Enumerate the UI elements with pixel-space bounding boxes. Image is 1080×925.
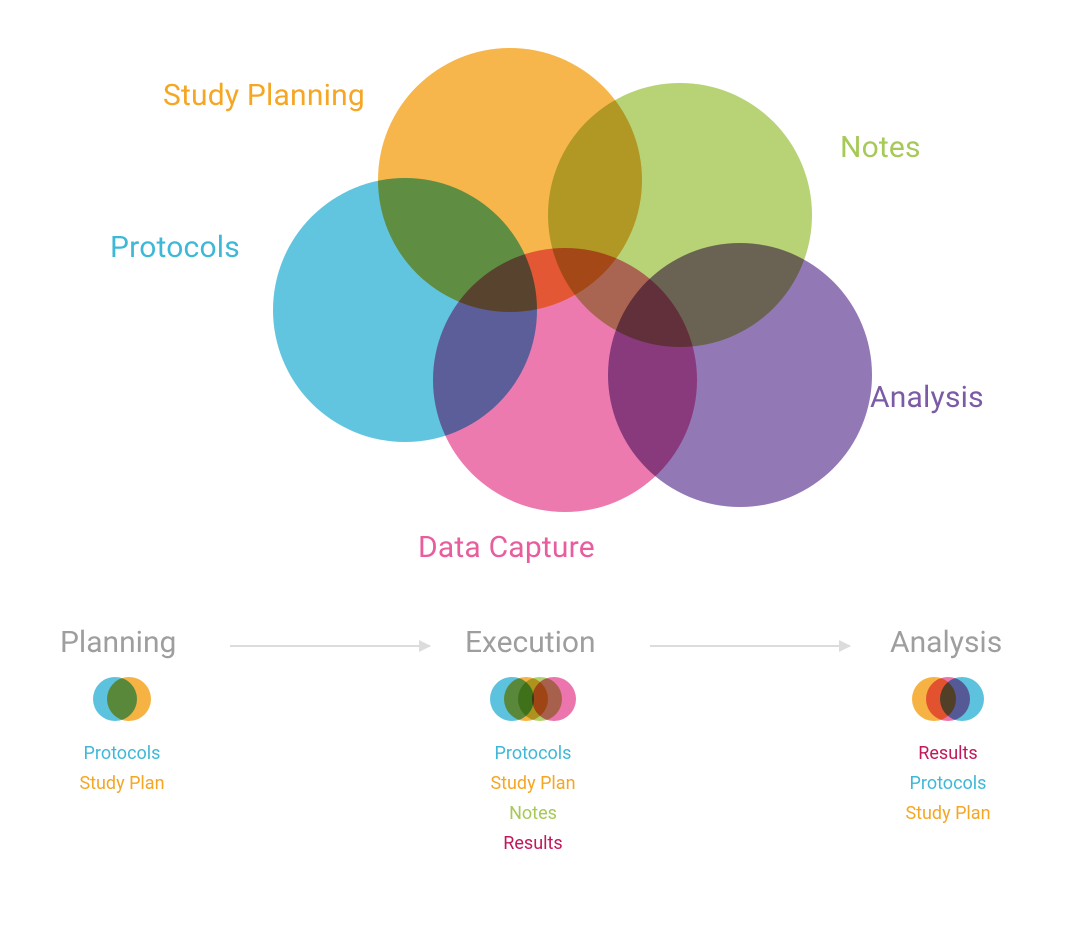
stage-items-analysis: ResultsProtocolsStudy Plan bbox=[848, 739, 1048, 829]
venn-label: Protocols bbox=[110, 230, 240, 265]
venn-label: Study Planning bbox=[163, 78, 365, 113]
stage-items-execution: ProtocolsStudy PlanNotesResults bbox=[433, 739, 633, 859]
venn-label: Analysis bbox=[870, 380, 984, 415]
stage-title-planning: Planning bbox=[60, 625, 176, 660]
flow-arrow-icon bbox=[230, 645, 430, 647]
diagram-canvas: Study Planning Notes Protocols Analysis Data… bbox=[0, 0, 1080, 925]
stage-item: Study Plan bbox=[22, 769, 222, 799]
mini-circle bbox=[107, 677, 151, 721]
stage-item: Protocols bbox=[22, 739, 222, 769]
stage-item: Study Plan bbox=[433, 769, 633, 799]
stage-items-planning: ProtocolsStudy Plan bbox=[22, 739, 222, 799]
stage-item: Protocols bbox=[433, 739, 633, 769]
venn-circle-analysis bbox=[608, 243, 872, 507]
stage-item: Study Plan bbox=[848, 799, 1048, 829]
venn-label: Data Capture bbox=[418, 530, 595, 565]
stage-item: Results bbox=[433, 829, 633, 859]
stage-item: Notes bbox=[433, 799, 633, 829]
stage-title-execution: Execution bbox=[465, 625, 596, 660]
stage-title-analysis: Analysis bbox=[890, 625, 1002, 660]
venn-label: Notes bbox=[840, 130, 921, 165]
mini-circle bbox=[532, 677, 576, 721]
stage-item: Results bbox=[848, 739, 1048, 769]
mini-circle bbox=[940, 677, 984, 721]
flow-arrow-icon bbox=[650, 645, 850, 647]
stage-item: Protocols bbox=[848, 769, 1048, 799]
